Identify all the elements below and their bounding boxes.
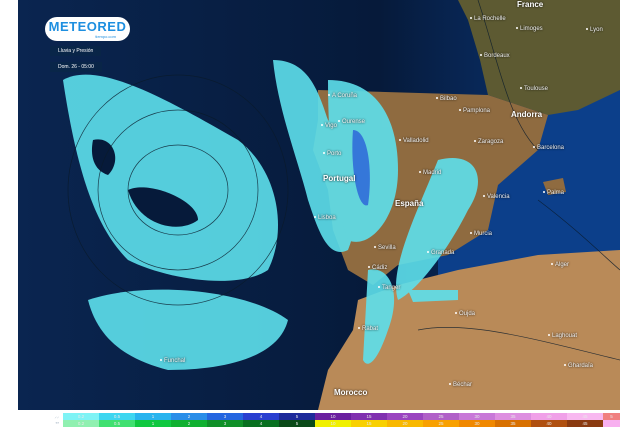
legend-cell: 4 bbox=[243, 420, 279, 427]
legend-cell: 4 bbox=[243, 413, 279, 420]
city-label: Oujda bbox=[455, 311, 475, 317]
legend-cell: 3 bbox=[207, 420, 243, 427]
land-france bbox=[458, 0, 620, 115]
city-label: Alger bbox=[551, 262, 569, 268]
rain-legend: ⸝⸝ 0.2 0.5 1 2 3 4 5 10 15 20 25 30 35 40 45 5 bbox=[18, 413, 620, 420]
city-label: Toulouse bbox=[520, 86, 548, 92]
logo-text: METEORED bbox=[48, 19, 127, 34]
city-label: Barcelona bbox=[533, 145, 564, 151]
city-label: Béchar bbox=[449, 382, 472, 388]
city-label: Murcia bbox=[470, 231, 492, 237]
heavy-rain-core bbox=[352, 130, 370, 206]
city-label: Tanger bbox=[378, 285, 400, 291]
legend-cell: 0.2 bbox=[63, 420, 99, 427]
logo-subtext: tiempo.com bbox=[95, 34, 116, 39]
city-label: Valladolid bbox=[399, 138, 429, 144]
city-label: Sevilla bbox=[374, 245, 396, 251]
map-canvas[interactable] bbox=[18, 0, 620, 410]
legend-cell: 5 bbox=[603, 413, 620, 420]
country-label: Morocco bbox=[334, 388, 368, 397]
city-label: Lisboa bbox=[314, 215, 336, 221]
precipitation bbox=[63, 60, 478, 370]
legend-cell: 20 bbox=[387, 413, 423, 420]
snow-icon: ** bbox=[18, 420, 63, 427]
legend-cell: 30 bbox=[459, 420, 495, 427]
city-label: Vigo bbox=[321, 123, 337, 129]
city-label: Pamplona bbox=[459, 108, 490, 114]
city-label: Zaragoza bbox=[474, 139, 503, 145]
legend-cell: 5 bbox=[279, 420, 315, 427]
snow-legend: ** 0.2 0.5 1 2 3 4 5 10 15 20 25 30 35 40 45 bbox=[18, 420, 620, 427]
city-label: Bordeaux bbox=[480, 53, 510, 59]
country-label: Portugal bbox=[323, 174, 356, 183]
city-label: Ourense bbox=[338, 119, 365, 125]
city-label: Palma bbox=[543, 190, 564, 196]
city-label: Porto bbox=[323, 151, 341, 157]
legend-cell: 45 bbox=[567, 413, 603, 420]
legend-cell bbox=[603, 420, 620, 427]
legend-cell: 40 bbox=[531, 420, 567, 427]
legend-cell: 5 bbox=[279, 413, 315, 420]
country-label: España bbox=[395, 199, 424, 208]
city-label: Madrid bbox=[419, 170, 441, 176]
country-label: France bbox=[517, 0, 544, 9]
city-label: Cádiz bbox=[368, 265, 387, 271]
valid-time-label: Dom. 26 - 05:00 bbox=[50, 62, 102, 72]
legend-cell: 25 bbox=[423, 420, 459, 427]
legend-cell: 35 bbox=[495, 420, 531, 427]
legend-cell: 15 bbox=[351, 420, 387, 427]
legend-cell: 2 bbox=[171, 413, 207, 420]
legend-cell: 30 bbox=[459, 413, 495, 420]
legend-cell: 0.2 bbox=[63, 413, 99, 420]
legend-cell: 10 bbox=[315, 413, 351, 420]
city-label: Limoges bbox=[516, 26, 543, 32]
legend-cell: 35 bbox=[495, 413, 531, 420]
rain-icon: ⸝⸝ bbox=[18, 413, 63, 420]
city-label: Granada bbox=[427, 250, 454, 256]
legend-cell: 1 bbox=[135, 413, 171, 420]
city-label: A Coruña bbox=[328, 93, 357, 99]
city-label: Bilbao bbox=[436, 96, 457, 102]
city-label: Lyon bbox=[586, 27, 603, 33]
product-label: Lluvia y Presión bbox=[50, 46, 102, 56]
city-label: Ghardaïa bbox=[564, 363, 593, 369]
city-label: Rabat bbox=[358, 326, 378, 332]
city-label: La Rochelle bbox=[470, 16, 506, 22]
legend-cell: 25 bbox=[423, 413, 459, 420]
city-label: Funchal bbox=[160, 358, 185, 364]
legend-cell: 40 bbox=[531, 413, 567, 420]
country-label: Andorra bbox=[511, 110, 543, 119]
legend-cell: 1 bbox=[135, 420, 171, 427]
isobars bbox=[67, 0, 620, 361]
legend-cell: 10 bbox=[315, 420, 351, 427]
legend-cell: 0.5 bbox=[99, 420, 135, 427]
legend-cell: 20 bbox=[387, 420, 423, 427]
legend-cell: 2 bbox=[171, 420, 207, 427]
city-label: Valencia bbox=[483, 194, 510, 200]
legend-cell: 0.5 bbox=[99, 413, 135, 420]
city-label: Laghouat bbox=[548, 333, 577, 339]
legend-cell: 15 bbox=[351, 413, 387, 420]
legend-cell: 45 bbox=[567, 420, 603, 427]
meteored-logo[interactable]: METEORED tiempo.com bbox=[45, 17, 130, 41]
legend-cell: 3 bbox=[207, 413, 243, 420]
